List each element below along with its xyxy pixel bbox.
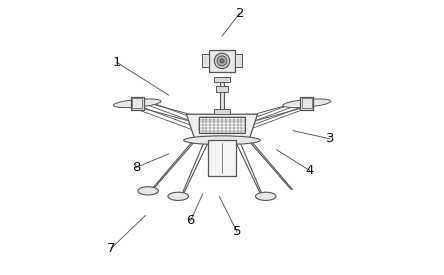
Bar <box>300 97 313 110</box>
Circle shape <box>220 59 224 63</box>
Bar <box>199 117 245 133</box>
Text: 5: 5 <box>233 226 241 238</box>
Bar <box>208 140 236 176</box>
Ellipse shape <box>168 192 189 200</box>
Bar <box>235 54 242 67</box>
Bar <box>219 79 225 114</box>
Bar <box>214 109 230 114</box>
Bar <box>214 77 230 82</box>
Ellipse shape <box>283 99 331 108</box>
Text: 7: 7 <box>107 242 115 255</box>
Text: 2: 2 <box>235 7 244 20</box>
Text: 8: 8 <box>131 161 140 174</box>
Text: 6: 6 <box>186 214 195 227</box>
Bar <box>131 97 144 110</box>
Bar <box>209 50 235 72</box>
Ellipse shape <box>113 99 161 108</box>
Ellipse shape <box>255 192 276 200</box>
Ellipse shape <box>184 136 260 145</box>
Bar <box>202 54 209 67</box>
Text: 1: 1 <box>112 56 121 69</box>
Text: 3: 3 <box>326 132 334 145</box>
Bar <box>301 98 312 109</box>
Bar <box>132 98 143 109</box>
Circle shape <box>214 53 230 68</box>
Text: 4: 4 <box>305 164 314 177</box>
Bar <box>216 86 228 92</box>
Polygon shape <box>186 114 258 139</box>
Ellipse shape <box>138 187 159 195</box>
Circle shape <box>217 56 227 66</box>
